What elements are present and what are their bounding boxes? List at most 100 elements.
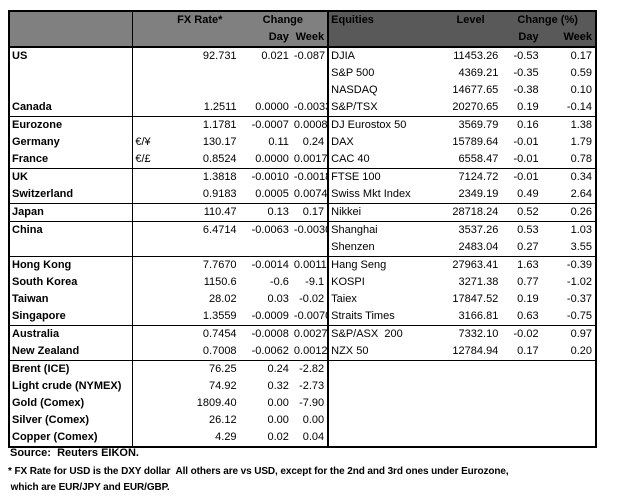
- fx-label-cell: France: [9, 151, 134, 169]
- equity-level-cell: 11453.26: [453, 50, 499, 62]
- equity-level-cell: 17847.52: [452, 293, 499, 305]
- equity-week-change-cell: 1.79: [570, 136, 592, 148]
- equity-level-cell: 3537.26: [440, 221, 502, 239]
- equity-label-cell: [328, 395, 441, 412]
- fx-week-change-cell: [291, 82, 330, 99]
- fx-rate-cell: 1.3559: [202, 310, 237, 322]
- fx-rate-cell: [161, 239, 240, 257]
- equity-label-cell: [328, 429, 441, 447]
- currency-pair-symbol: [132, 256, 162, 274]
- equity-day-change-cell: [501, 412, 541, 429]
- fx-rate-cell: 130.17: [202, 136, 237, 148]
- fx-rate-cell: 28.02: [209, 293, 237, 305]
- fx-rate-cell: [161, 82, 240, 99]
- equity-level-cell: [441, 395, 501, 412]
- equity-level-cell: 3569.79: [440, 116, 502, 134]
- fx-change-header: Change: [239, 11, 330, 29]
- equity-week-change-cell: -0.14: [566, 101, 592, 113]
- equity-level-cell: 12784.94: [452, 345, 499, 357]
- equity-week-change-cell: 0.26: [541, 203, 596, 222]
- table-row: China 6.4714 -0.0063 -0.0030 Shanghai 3537.26…: [9, 221, 596, 239]
- equity-week-change-cell: 0.34: [541, 168, 596, 186]
- currency-pair-symbol: €/£: [135, 153, 151, 165]
- fx-week-change-cell: 0.17: [291, 203, 330, 222]
- equity-level-cell: 2349.19: [458, 188, 499, 200]
- table-row: France €/£ 0.8524 0.0000 0.0017 CAC 40 6558.47…: [9, 151, 596, 169]
- equity-week-change-cell: -0.39: [541, 256, 596, 274]
- header-spacer: [9, 29, 134, 48]
- fx-day-change-cell: -0.0063: [239, 221, 292, 239]
- equity-label-cell: DJ Eurostox 50: [328, 116, 441, 134]
- currency-pair-symbol: [132, 325, 162, 343]
- fx-day-header: Day: [239, 29, 292, 48]
- equity-day-change-cell: [501, 429, 541, 447]
- fx-label-cell: China: [9, 221, 134, 239]
- fx-label-cell: [9, 82, 134, 99]
- table-row: US 92.731 0.021 -0.087 DJIA 11453.26 -0.53 0.17: [9, 47, 596, 65]
- equity-label-cell: Shanghai: [328, 221, 441, 239]
- header-spacer: [328, 29, 441, 48]
- equity-day-change-cell: 1.63: [501, 256, 542, 274]
- fx-label-cell: [9, 65, 134, 82]
- equity-level-cell: 14677.65: [452, 84, 499, 96]
- equity-day-change-cell: 0.17: [517, 345, 539, 357]
- currency-pair-symbol: [133, 429, 161, 447]
- table-row: Silver (Comex) 26.12 0.00 0.00: [9, 412, 596, 429]
- fx-rate-cell: 0.9183: [202, 188, 237, 200]
- fx-week-change-cell: 0.0074: [291, 186, 330, 204]
- fx-day-change-cell: -0.0010: [239, 168, 292, 186]
- fx-day-change-cell: 0.00: [267, 414, 289, 426]
- fx-label-cell: [9, 239, 134, 257]
- fx-day-change-cell: [240, 239, 292, 257]
- equity-week-change-cell: -1.02: [566, 276, 592, 288]
- equity-day-change-cell: -0.01: [513, 153, 539, 165]
- equity-day-change-cell: -0.02: [501, 325, 542, 343]
- currency-pair-symbol: [132, 203, 162, 222]
- fx-rate-cell: 76.25: [161, 360, 240, 378]
- table-row: Eurozone 1.1781 -0.0007 0.0008 DJ Eurostox 5…: [9, 116, 596, 134]
- fx-day-change-cell: 0.32: [267, 380, 289, 392]
- equity-day-change-cell: -0.01: [501, 168, 542, 186]
- equity-day-change-cell: -0.01: [513, 136, 539, 148]
- fx-rate-cell: 7.7670: [161, 256, 240, 274]
- table-row: Japan 110.47 0.13 0.17 Nikkei 28718.24 0.52 0.2…: [9, 203, 596, 222]
- equity-label-cell: FTSE 100: [328, 168, 441, 186]
- table-row: Brent (ICE) 76.25 0.24 -2.82: [9, 360, 596, 378]
- equity-day-change-cell: 0.19: [517, 293, 539, 305]
- equity-week-change-cell: -0.75: [566, 310, 592, 322]
- footnote-line-1: * FX Rate for USD is the DXY dollar All …: [8, 466, 509, 477]
- fx-rate-cell: 74.92: [209, 380, 237, 392]
- header-spacer: [161, 29, 240, 48]
- fx-rate-cell: 1.2511: [203, 101, 237, 113]
- fx-week-change-cell: -9.1: [291, 274, 330, 291]
- currency-pair-symbol: [132, 360, 162, 378]
- equity-label-cell: NASDAQ: [331, 84, 378, 96]
- equity-label-cell: S&P 500: [331, 67, 375, 79]
- currency-pair-symbol: [133, 239, 161, 257]
- fx-rate-cell: [161, 65, 240, 82]
- equity-label-cell: Swiss Mkt Index: [331, 188, 411, 200]
- fx-day-change-cell: 0.24: [239, 360, 292, 378]
- equity-label-cell: [328, 412, 441, 429]
- fx-day-change-cell: 0.0000: [255, 153, 289, 165]
- fx-day-change-cell: -0.0007: [239, 116, 292, 134]
- currency-pair-symbol: [132, 168, 162, 186]
- fx-rate-cell: 1.1781: [161, 116, 240, 134]
- equity-level-cell: 2483.04: [458, 241, 499, 253]
- fx-equities-table: FX Rate* Change Equities Level Change (%…: [8, 10, 597, 448]
- equity-label-cell: Hang Seng: [328, 256, 441, 274]
- equity-level-cell: [441, 378, 501, 395]
- fx-week-change-cell: -0.0018: [291, 168, 330, 186]
- equity-label-cell: Straits Times: [331, 310, 395, 322]
- equity-day-change-cell: 0.19: [517, 101, 539, 113]
- fx-label-cell: Brent (ICE): [9, 360, 134, 378]
- fx-label-cell: Hong Kong: [9, 256, 134, 274]
- header-spacer: [440, 29, 502, 48]
- fx-week-change-cell: 0.04: [291, 429, 330, 447]
- currency-pair-symbol: [133, 274, 161, 291]
- fx-week-change-cell: -2.82: [291, 360, 330, 378]
- equities-change-header: Change (%): [501, 11, 596, 29]
- equity-week-change-cell: 0.97: [541, 325, 596, 343]
- table-row: South Korea 1150.6 -0.6 -9.1 KOSPI 3271.38 0.7…: [9, 274, 596, 291]
